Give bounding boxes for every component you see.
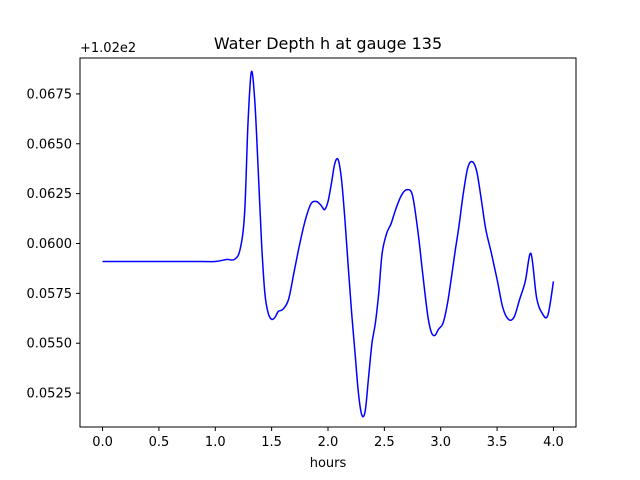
x-axis: 0.0 0.5 1.0 1.5 2.0 2.5 3.0 3.5 4.0 bbox=[92, 427, 564, 450]
x-tick-label: 4.0 bbox=[543, 435, 564, 450]
y-tick-label: 0.0575 bbox=[27, 287, 73, 302]
x-tick-label: 1.5 bbox=[261, 435, 282, 450]
series-group bbox=[102, 70, 555, 418]
y-tick-label: 0.0600 bbox=[27, 237, 73, 252]
x-axis-label: hours bbox=[310, 456, 347, 471]
y-tick-label: 0.0525 bbox=[27, 387, 73, 402]
y-tick-label: 0.0625 bbox=[27, 187, 73, 202]
y-axis: 0.0525 0.0550 0.0575 0.0600 0.0625 0.0650 0.06… bbox=[27, 87, 80, 402]
x-tick-label: 3.0 bbox=[430, 435, 451, 450]
y-tick-label: 0.0650 bbox=[27, 137, 73, 152]
series-line bbox=[102, 70, 555, 418]
x-tick-label: 2.0 bbox=[318, 435, 339, 450]
x-tick-label: 2.5 bbox=[374, 435, 395, 450]
y-offset-label: +1.02e2 bbox=[80, 41, 136, 56]
y-tick-label: 0.0675 bbox=[27, 87, 73, 102]
x-tick-label: 3.5 bbox=[487, 435, 508, 450]
y-tick-label: 0.0550 bbox=[27, 337, 73, 352]
x-tick-label: 0.5 bbox=[149, 435, 170, 450]
x-tick-label: 0.0 bbox=[92, 435, 113, 450]
x-tick-label: 1.0 bbox=[205, 435, 226, 450]
plot-area bbox=[79, 57, 577, 428]
chart-title: Water Depth h at gauge 135 bbox=[214, 34, 442, 53]
